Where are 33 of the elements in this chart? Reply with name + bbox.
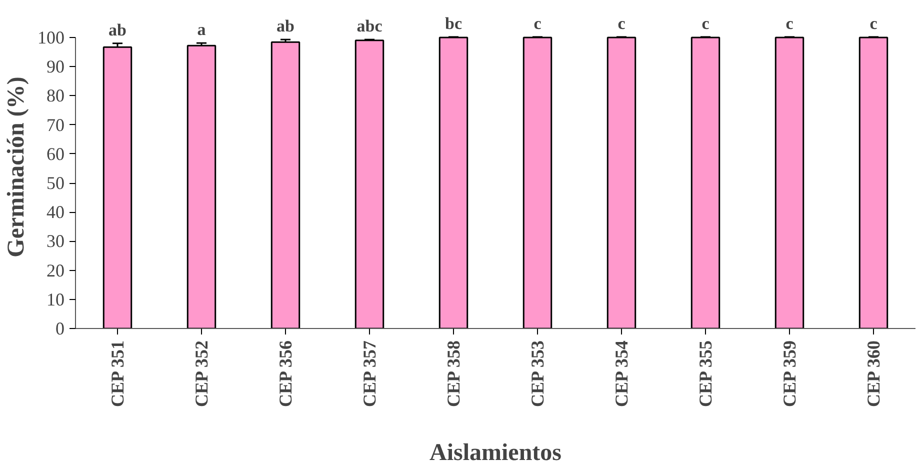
annotation: a (197, 20, 206, 40)
y-tick-label: 30 (46, 231, 64, 252)
annotation: c (702, 14, 710, 33)
x-tick-label: CEP 352 (192, 340, 212, 407)
x-tick-label: CEP 360 (864, 340, 884, 407)
y-tick-label: 10 (46, 289, 64, 310)
y-tick-label: 70 (46, 114, 64, 135)
y-tick-label: 20 (46, 260, 64, 280)
annotation: ab (276, 16, 294, 36)
annotation: c (870, 14, 878, 33)
x-tick-label: CEP 359 (780, 340, 800, 407)
annotation: ab (108, 20, 126, 40)
annotation: c (534, 14, 542, 33)
x-tick-label: CEP 356 (276, 340, 296, 407)
annotation: c (618, 14, 626, 33)
annotation: abc (356, 16, 383, 36)
y-tick-label: 90 (46, 56, 64, 77)
y-tick-label: 40 (46, 202, 64, 222)
y-tick-label: 50 (46, 173, 64, 194)
annotation: bc (445, 14, 462, 33)
x-tick-label: CEP 353 (528, 340, 548, 407)
annotation: c (786, 14, 794, 33)
y-tick-label: 100 (38, 28, 64, 48)
x-tick-label: CEP 358 (444, 340, 464, 407)
y-tick-label: 60 (46, 144, 64, 164)
x-axis-title: Aislamientos (430, 440, 562, 466)
y-tick-label: 80 (46, 86, 64, 106)
x-tick-label: CEP 357 (360, 340, 380, 407)
x-tick-label: CEP 355 (696, 340, 716, 407)
x-tick-label: CEP 354 (612, 340, 632, 407)
y-tick-label: 0 (56, 318, 64, 338)
x-tick-label: CEP 351 (108, 340, 128, 407)
y-axis-title: Germinación (%) (4, 76, 30, 258)
